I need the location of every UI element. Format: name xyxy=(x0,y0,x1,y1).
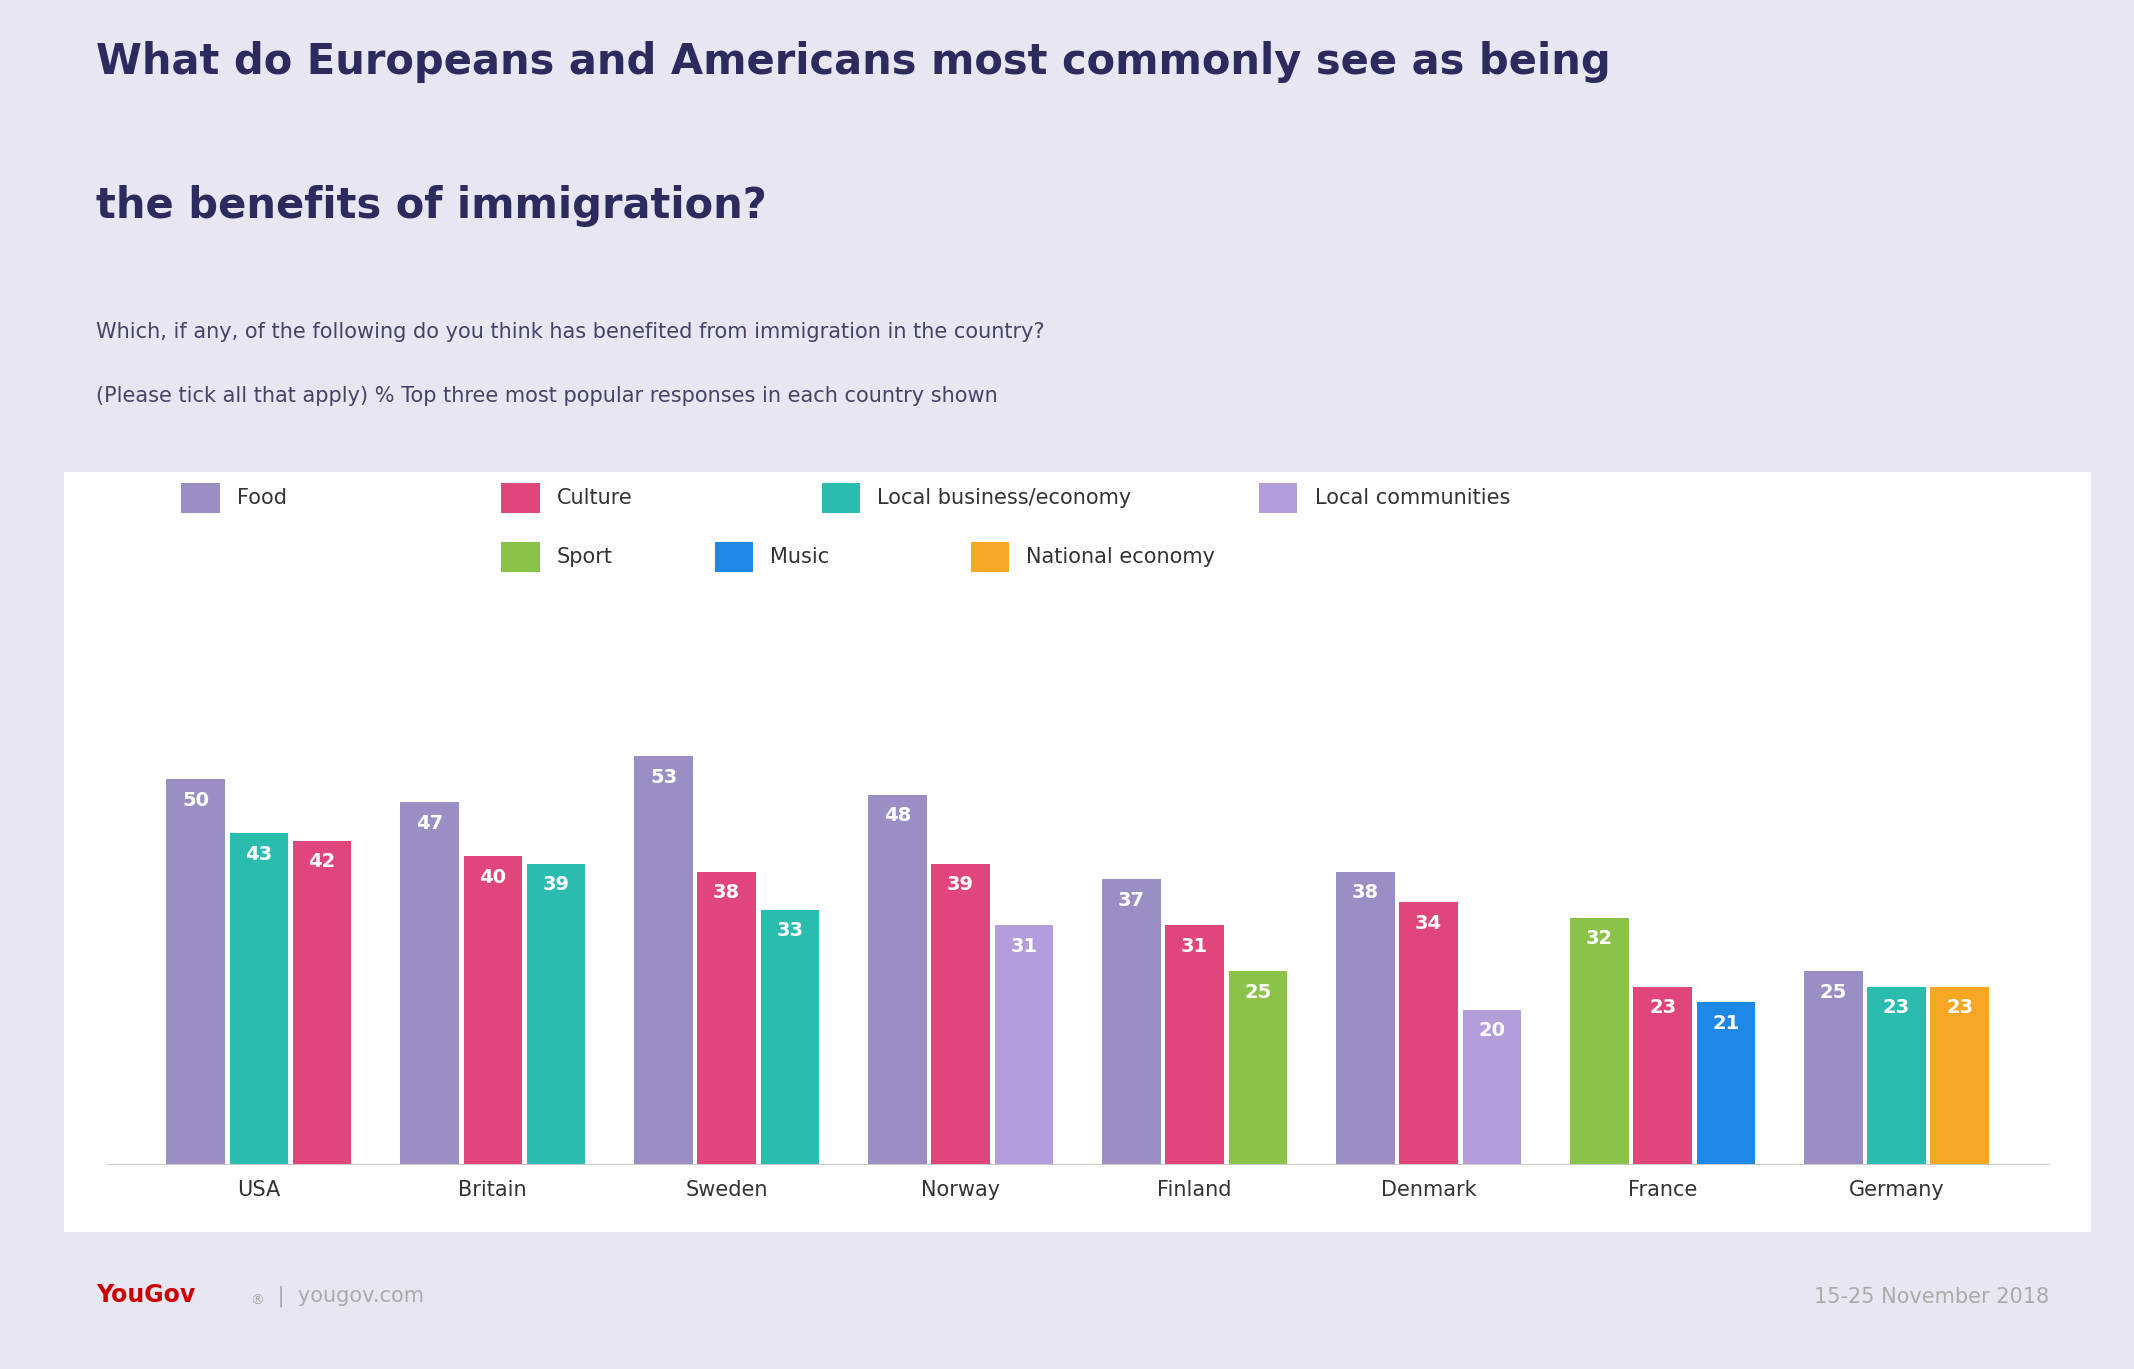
Bar xyxy=(401,802,459,1164)
Text: 37: 37 xyxy=(1118,891,1146,910)
Text: 38: 38 xyxy=(1351,883,1379,902)
Text: 48: 48 xyxy=(883,806,911,826)
Text: Local business/economy: Local business/economy xyxy=(877,489,1131,508)
Bar xyxy=(760,910,819,1164)
Text: 47: 47 xyxy=(416,813,444,832)
Text: 23: 23 xyxy=(1650,998,1675,1017)
Bar xyxy=(1336,872,1396,1164)
Text: 25: 25 xyxy=(1820,983,1848,1002)
Bar xyxy=(634,756,694,1164)
Text: 20: 20 xyxy=(1479,1021,1504,1040)
Text: 43: 43 xyxy=(245,845,273,864)
Text: Culture: Culture xyxy=(557,489,632,508)
Text: YouGov: YouGov xyxy=(96,1283,196,1307)
Bar xyxy=(994,925,1052,1164)
Bar xyxy=(527,864,585,1164)
Text: Food: Food xyxy=(237,489,286,508)
Text: 50: 50 xyxy=(181,791,209,810)
Bar xyxy=(1931,987,1989,1164)
Text: (Please tick all that apply) % Top three most popular responses in each country : (Please tick all that apply) % Top three… xyxy=(96,386,999,407)
Text: 39: 39 xyxy=(542,875,570,894)
Bar xyxy=(230,834,288,1164)
Text: 33: 33 xyxy=(777,921,802,941)
Text: 31: 31 xyxy=(1180,936,1208,956)
Bar xyxy=(292,841,352,1164)
Text: 23: 23 xyxy=(1946,998,1974,1017)
Text: 39: 39 xyxy=(947,875,975,894)
Bar xyxy=(869,794,926,1164)
Text: 15-25 November 2018: 15-25 November 2018 xyxy=(1814,1287,2049,1307)
Bar xyxy=(930,864,990,1164)
Text: National economy: National economy xyxy=(1026,548,1216,567)
Text: 32: 32 xyxy=(1586,930,1613,949)
Text: Music: Music xyxy=(770,548,830,567)
Text: 23: 23 xyxy=(1882,998,1910,1017)
Text: ®: ® xyxy=(250,1294,265,1307)
Text: 42: 42 xyxy=(307,853,335,871)
Text: 25: 25 xyxy=(1244,983,1272,1002)
Bar xyxy=(1633,987,1692,1164)
Bar xyxy=(1462,1010,1522,1164)
Text: What do Europeans and Americans most commonly see as being: What do Europeans and Americans most com… xyxy=(96,41,1611,84)
Bar xyxy=(1229,972,1287,1164)
Bar xyxy=(1165,925,1225,1164)
Text: 38: 38 xyxy=(713,883,740,902)
Bar xyxy=(1803,972,1863,1164)
Bar xyxy=(1867,987,1925,1164)
Text: 53: 53 xyxy=(651,768,676,787)
Bar xyxy=(1571,917,1628,1164)
Text: 34: 34 xyxy=(1415,914,1443,932)
Bar xyxy=(1103,879,1161,1164)
Text: Sport: Sport xyxy=(557,548,612,567)
Text: 40: 40 xyxy=(480,868,506,887)
Text: Local communities: Local communities xyxy=(1315,489,1511,508)
Bar xyxy=(166,779,224,1164)
Text: |  yougov.com: | yougov.com xyxy=(271,1285,425,1307)
Bar xyxy=(698,872,755,1164)
Text: Which, if any, of the following do you think has benefited from immigration in t: Which, if any, of the following do you t… xyxy=(96,322,1046,342)
Text: 21: 21 xyxy=(1711,1013,1739,1032)
Bar xyxy=(463,856,523,1164)
Text: the benefits of immigration?: the benefits of immigration? xyxy=(96,185,766,227)
Bar xyxy=(1697,1002,1754,1164)
Bar xyxy=(1400,902,1458,1164)
Text: 31: 31 xyxy=(1009,936,1037,956)
